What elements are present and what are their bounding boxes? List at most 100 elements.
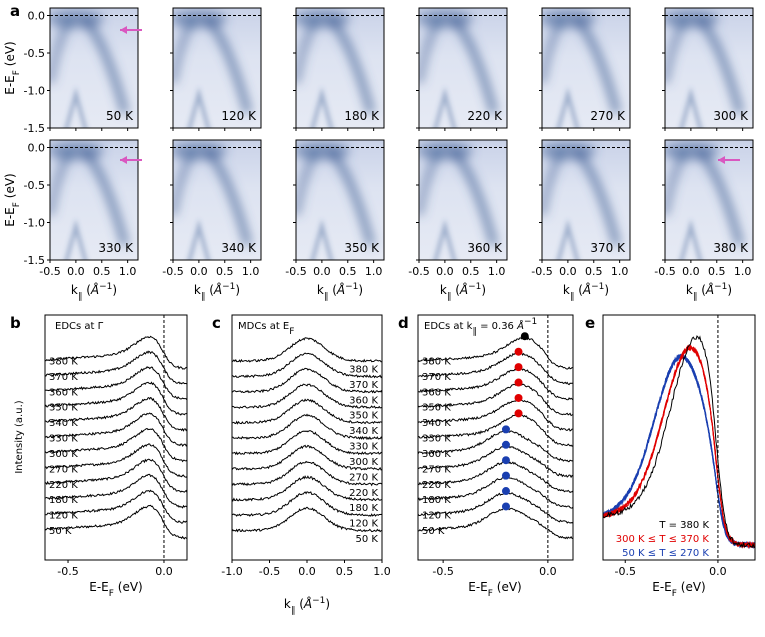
band-left <box>50 16 75 84</box>
x-tick-label: -0.5 <box>57 565 78 578</box>
map-image <box>542 140 630 260</box>
x-tick-label: 0.0 <box>709 565 727 578</box>
temperature-label: 350 K <box>344 241 380 255</box>
x-axis-label: k∥ (Å−1) <box>686 282 732 302</box>
y-tick-label: -1.0 <box>24 85 45 98</box>
band-cone <box>679 218 703 260</box>
y-tick-label: -1.5 <box>24 122 45 135</box>
peak-marker <box>501 471 510 480</box>
panel-b-plot: 50 K 120 K 180 K 220 K 270 K 300 K 330 K 340 K 3… <box>44 314 188 599</box>
band-cone <box>556 86 580 128</box>
x-tick-label: 0.0 <box>298 565 316 578</box>
x-tick-label: 0.0 <box>682 265 700 278</box>
trace-180K <box>231 475 382 502</box>
trace-label-220K: 220 K <box>49 480 78 491</box>
x-axis-label: E-EF (eV) <box>652 580 705 599</box>
trace-label-330K: 330 K <box>49 434 78 445</box>
band-layer-lower <box>310 86 334 128</box>
x-tick-label: 1.0 <box>611 265 629 278</box>
band-layer-lower <box>556 86 580 128</box>
trace-50K <box>231 506 383 533</box>
band-left <box>173 148 198 216</box>
band-right <box>695 15 745 115</box>
map-frame <box>418 139 508 261</box>
temperature-label: 270 K <box>590 109 626 123</box>
frame <box>44 314 188 561</box>
band-layer-lower <box>433 218 457 260</box>
panel-letter-d: d <box>398 314 409 332</box>
y-axis-label: E-EF (eV) <box>3 173 22 226</box>
x-tick-label: -0.5 <box>531 265 552 278</box>
band-left <box>296 148 321 216</box>
trace-380K <box>231 337 383 363</box>
band-top <box>665 142 719 161</box>
trace-label-50K: 50 K <box>422 526 445 537</box>
arpes-map-1-4: 370 K -0.5 0.0 0.5 1.0k∥ (Å−1) <box>531 139 631 302</box>
trace-label-180K: 180 K <box>422 495 451 506</box>
map-frame <box>295 7 385 129</box>
trace-120K <box>45 489 188 524</box>
arpes-map-1-0: 330 K -0.5 0.0 0.5 1.0k∥ (Å−1) 0.0 -0.5 -1.0 -1.… <box>3 139 139 302</box>
band-top <box>419 142 473 161</box>
band-layer <box>542 10 622 115</box>
panel-c-plot: 50 K 120 K 180 K 220 K 270 K 300 K 330 K 340 K 3… <box>221 314 391 616</box>
arrow-330K-head <box>120 156 127 164</box>
band-cone <box>556 218 580 260</box>
map-image <box>419 8 507 128</box>
trace-label-360K: 360 K <box>349 395 378 406</box>
trace-180K <box>417 476 574 509</box>
trace-120K <box>417 492 574 524</box>
trace-blue <box>602 353 756 548</box>
panel-d: 50 K 120 K 180 K 220 K 270 K 300 K 330 K 340 K 3… <box>398 314 574 599</box>
panel-c: 50 K 120 K 180 K 220 K 270 K 300 K 330 K 340 K 3… <box>212 314 391 616</box>
trace-380K <box>44 335 188 370</box>
map-image <box>173 8 261 128</box>
map-image <box>296 140 384 260</box>
band-top <box>542 142 596 161</box>
band-layer <box>173 10 253 115</box>
panel-letter-a: a <box>10 2 20 20</box>
trace-340K <box>44 396 188 432</box>
trace-120K <box>231 491 383 517</box>
peak-marker <box>514 393 523 402</box>
x-tick-label: 0.0 <box>190 265 208 278</box>
band-top <box>665 10 719 29</box>
x-tick-label: -1.0 <box>221 565 242 578</box>
band-top <box>173 10 227 29</box>
x-tick-label: 1.0 <box>488 265 506 278</box>
x-tick-label: 1.0 <box>734 265 752 278</box>
trace-label-300K: 300 K <box>349 457 378 468</box>
x-tick-label: -0.5 <box>285 265 306 278</box>
band-cone <box>64 86 88 128</box>
band-right <box>572 15 622 115</box>
arpes-map-1-1: 340 K -0.5 0.0 0.5 1.0k∥ (Å−1) <box>162 139 262 302</box>
peak-marker <box>514 363 523 372</box>
map-frame <box>172 139 262 261</box>
map-frame <box>541 7 631 129</box>
trace-label-270K: 270 K <box>49 464 78 475</box>
band-layer-lower <box>64 218 88 260</box>
x-tick-label: 0.0 <box>155 565 173 578</box>
peak-marker <box>514 409 523 418</box>
x-tick-label: 0.5 <box>216 265 234 278</box>
band-cone <box>679 86 703 128</box>
trace-label-370K: 370 K <box>349 380 378 391</box>
temperature-label: 330 K <box>98 241 134 255</box>
band-layer <box>419 10 499 115</box>
trace-blue <box>603 354 756 549</box>
band-layer <box>50 142 130 247</box>
band-layer-lower <box>310 218 334 260</box>
arpes-map-0-2: 180 K <box>293 7 385 131</box>
trace-label-50K: 50 K <box>49 526 72 537</box>
trace-label-220K: 220 K <box>422 480 451 491</box>
trace-270K <box>417 445 574 479</box>
band-cone <box>310 218 334 260</box>
x-tick-label: 0.5 <box>585 265 603 278</box>
x-tick-label: 1.0 <box>242 265 260 278</box>
arrow-380K-head <box>718 156 725 164</box>
peak-marker <box>501 487 510 496</box>
trace-220K <box>44 458 188 493</box>
band-right <box>80 15 130 115</box>
band-layer-lower <box>679 218 703 260</box>
